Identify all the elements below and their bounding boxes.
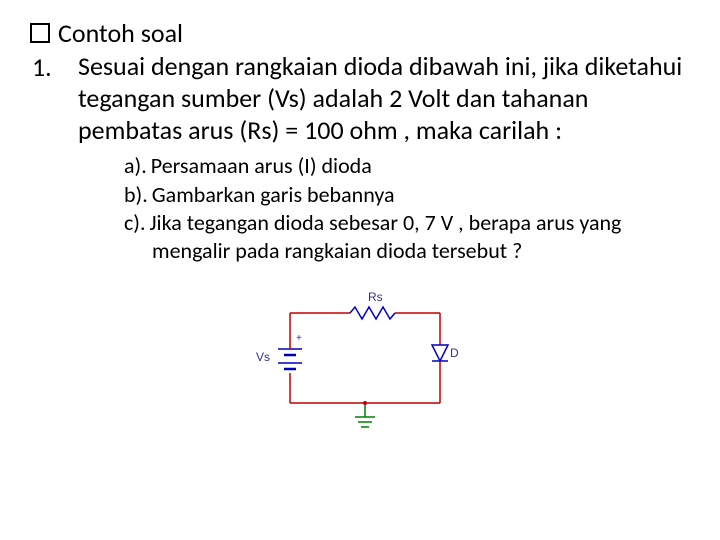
sub-item-a: a). Persamaan arus (I) dioda	[124, 152, 690, 180]
sub-text-b: Gambarkan garis bebannya	[148, 181, 395, 209]
svg-text:Rs: Rs	[368, 290, 383, 304]
heading-row: Contoh soal	[30, 18, 690, 49]
svg-text:Vs: Vs	[256, 350, 270, 364]
svg-text:+: +	[296, 333, 302, 344]
sub-text-c-cont: mengalir pada rangkaian dioda tersebut ?	[152, 237, 690, 265]
sub-list: a). Persamaan arus (I) dioda b). Gambark…	[124, 152, 690, 265]
svg-text:D: D	[450, 346, 459, 360]
sub-text-c: Jika tegangan dioda sebesar 0, 7 V , ber…	[146, 209, 622, 237]
numbered-item: 1. Sesuai dengan rangkaian dioda dibawah…	[30, 51, 690, 146]
sub-text-a: Persamaan arus (I) dioda	[147, 152, 372, 180]
sub-label-a: a).	[124, 152, 147, 180]
sub-item-b: b). Gambarkan garis bebannya	[124, 181, 690, 209]
item-text: Sesuai dengan rangkaian dioda dibawah in…	[78, 51, 690, 146]
sub-item-c: c). Jika tegangan dioda sebesar 0, 7 V ,…	[124, 209, 690, 237]
heading-text: Contoh soal	[58, 18, 183, 49]
item-number: 1.	[30, 51, 78, 83]
circuit-svg: Rs Vs D +	[250, 283, 470, 443]
sub-label-c: c).	[124, 209, 146, 237]
sub-label-b: b).	[124, 181, 148, 209]
circuit-diagram: Rs Vs D +	[30, 283, 690, 443]
bullet-square-icon	[30, 23, 50, 43]
